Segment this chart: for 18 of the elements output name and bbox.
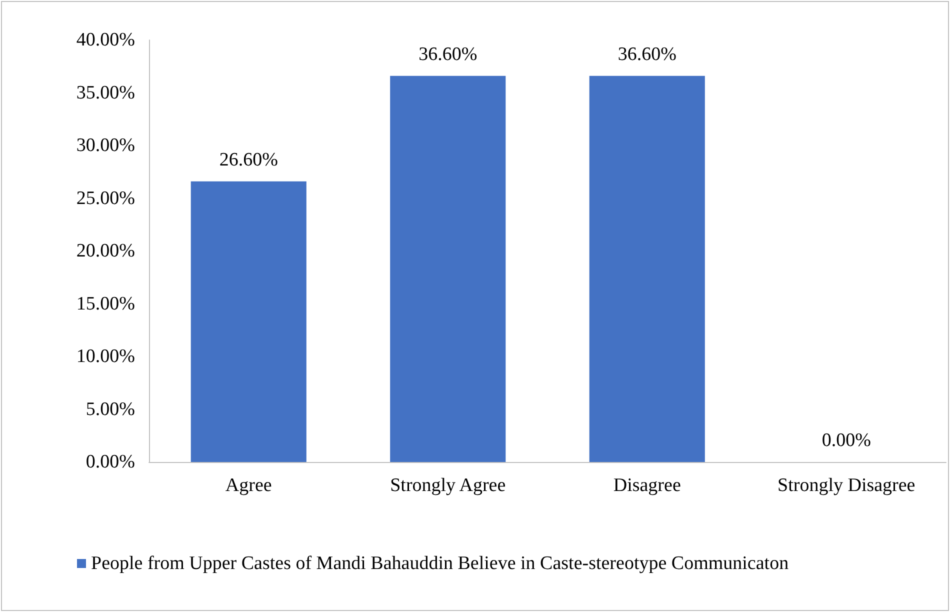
y-tick-label: 40.00% [76,30,136,50]
y-tick-label: 25.00% [76,188,136,209]
x-tick-label: Disagree [613,475,681,496]
y-tick-label: 20.00% [76,240,136,262]
y-tick-label: 5.00% [86,398,136,420]
data-label: 0.00% [822,430,872,451]
data-label: 36.60% [418,44,478,65]
data-label: 36.60% [618,44,677,65]
x-tick-label: Strongly Disagree [778,475,916,496]
legend-label: People from Upper Castes of Mandi Bahauddin Believe in Caste-stereotype Communicaton [91,553,790,574]
y-tick-label: 35.00% [76,82,136,104]
y-tick-label: 15.00% [76,293,136,314]
y-tick-label: 30.00% [76,135,136,156]
y-tick-label: 0.00% [86,452,136,472]
data-label: 26.60% [219,149,278,170]
x-tick-label: Agree [225,475,272,496]
y-tick-label: 10.00% [76,346,136,367]
x-tick-label: Strongly Agree [390,475,506,496]
